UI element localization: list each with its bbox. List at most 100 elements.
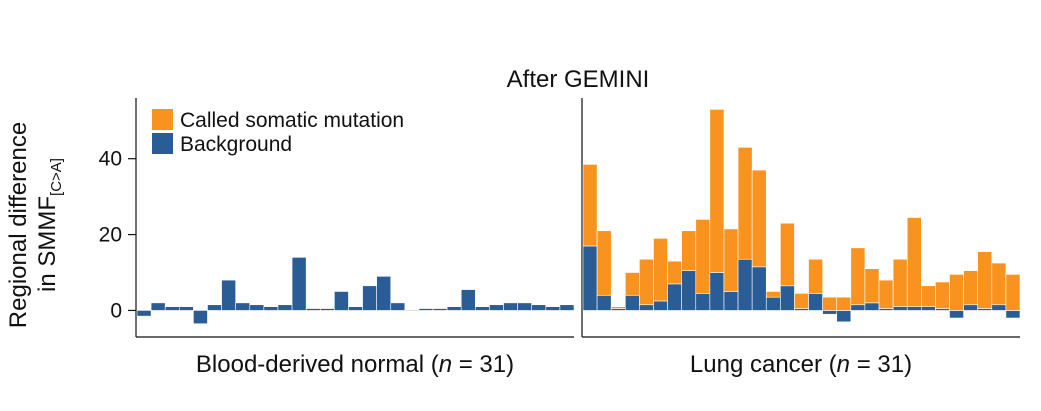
y-axis-label-subscript: [C>A] <box>48 158 65 196</box>
bar-background <box>921 306 936 311</box>
bar-background <box>390 302 406 311</box>
y-axis-label-line1: Regional difference <box>5 122 32 328</box>
bar-background <box>991 304 1007 311</box>
y-tick-label: 0 <box>110 299 122 322</box>
bar-called-somatic-mutation <box>949 274 964 311</box>
bar-background <box>475 306 490 311</box>
x-label-blood-derived-normal: Blood-derived normal (n = 31) <box>196 351 514 378</box>
bar-background <box>235 302 251 311</box>
bars-blood-derived-normal <box>136 257 575 325</box>
bar-background <box>348 306 363 311</box>
bar-background <box>582 245 598 311</box>
bar-background <box>193 310 208 325</box>
bar-called-somatic-mutation <box>667 260 682 285</box>
bar-called-somatic-mutation <box>624 272 640 296</box>
bar-called-somatic-mutation <box>977 251 993 309</box>
legend-label-called-somatic-mutation: Called somatic mutation <box>180 109 404 132</box>
bar-called-somatic-mutation <box>991 262 1007 306</box>
bar-called-somatic-mutation <box>681 230 697 271</box>
y-axis-label-main: in SMMF <box>34 196 61 292</box>
bar-background <box>531 304 547 311</box>
bar-background <box>334 291 349 311</box>
bar-background <box>864 302 880 311</box>
bar-called-somatic-mutation <box>695 219 711 294</box>
bar-background <box>432 308 448 311</box>
bar-called-somatic-mutation <box>610 306 626 309</box>
bar-background <box>460 289 476 311</box>
bar-background <box>489 304 504 311</box>
bar-background <box>362 285 377 311</box>
y-tick-label: 40 <box>99 148 122 171</box>
bar-background <box>963 304 979 311</box>
y-axis-label: Regional difference in SMMF[C>A] <box>5 122 65 328</box>
bar-background <box>319 308 335 311</box>
bar-background <box>418 308 434 311</box>
bar-background <box>517 302 533 311</box>
bar-background <box>751 266 767 311</box>
bar-background <box>653 300 668 311</box>
bar-called-somatic-mutation <box>596 230 612 296</box>
bar-background <box>545 306 561 311</box>
y-tick-label: 20 <box>99 224 122 247</box>
bar-background <box>164 306 180 311</box>
legend-swatch-background <box>152 133 173 154</box>
bar-background <box>207 304 222 311</box>
bar-background <box>291 257 307 311</box>
bar-called-somatic-mutation <box>921 285 936 307</box>
bar-background <box>949 310 964 319</box>
bar-background <box>808 293 823 311</box>
y-ticks: 0 20 40 <box>99 148 136 322</box>
bar-background <box>723 291 739 311</box>
bar-background <box>780 285 795 311</box>
bar-background <box>709 272 725 311</box>
bar-background <box>1005 310 1021 319</box>
bar-background <box>559 304 575 311</box>
bar-called-somatic-mutation <box>765 291 781 298</box>
bar-called-somatic-mutation <box>808 258 823 294</box>
bar-called-somatic-mutation <box>892 258 908 307</box>
bar-called-somatic-mutation <box>737 147 753 260</box>
bar-called-somatic-mutation <box>836 296 852 311</box>
bar-background <box>376 276 392 311</box>
bar-background <box>249 304 265 311</box>
bar-background <box>765 296 781 311</box>
bar-background <box>695 293 711 311</box>
bar-background <box>624 294 640 311</box>
bar-background <box>681 270 697 311</box>
bar-called-somatic-mutation <box>794 293 809 309</box>
bar-called-somatic-mutation <box>653 238 668 302</box>
bar-background <box>639 304 654 311</box>
legend-label-background: Background <box>180 133 292 156</box>
bar-called-somatic-mutation <box>850 247 866 306</box>
bar-called-somatic-mutation <box>822 296 838 311</box>
bar-background <box>150 302 166 311</box>
bar-called-somatic-mutation <box>780 222 795 287</box>
bar-called-somatic-mutation <box>1005 274 1021 311</box>
legend: Called somatic mutation Background <box>152 109 404 156</box>
bar-called-somatic-mutation <box>935 281 950 309</box>
bar-background <box>836 310 852 323</box>
bar-background <box>263 306 279 311</box>
x-label-lung-cancer: Lung cancer (n = 31) <box>690 351 912 378</box>
bar-background <box>906 306 922 311</box>
bar-background <box>446 306 462 311</box>
bar-called-somatic-mutation <box>906 217 922 307</box>
bar-background <box>822 310 838 315</box>
bars-lung-cancer <box>582 109 1021 323</box>
bar-background <box>221 279 236 311</box>
bar-called-somatic-mutation <box>963 270 979 306</box>
bar-called-somatic-mutation <box>878 279 894 309</box>
bar-called-somatic-mutation <box>709 109 725 273</box>
bar-background <box>596 294 612 311</box>
bar-background <box>277 304 293 311</box>
bar-background <box>667 283 682 311</box>
bar-background <box>305 308 321 311</box>
bar-called-somatic-mutation <box>751 169 767 268</box>
bar-background <box>136 310 152 317</box>
bar-called-somatic-mutation <box>723 228 739 292</box>
bar-background <box>178 306 194 311</box>
bar-background <box>850 304 866 311</box>
bar-called-somatic-mutation <box>582 164 598 247</box>
bar-called-somatic-mutation <box>864 268 880 304</box>
